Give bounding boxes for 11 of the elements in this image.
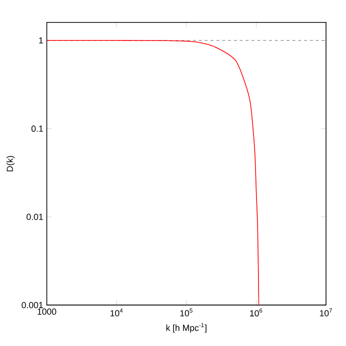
x-tick-label: 10$^{5}$ xyxy=(180,308,192,316)
x-tick-label: 1000 xyxy=(38,308,56,315)
x-axis-title: k [h Mpc$^{-1}$] xyxy=(166,323,206,333)
x-tick-label: 10$^{4}$ xyxy=(110,308,123,316)
x-tick-label: 10$^{6}$ xyxy=(250,308,262,316)
y-tick-label: 0.01 xyxy=(26,214,43,220)
y-tick-label: 1 xyxy=(39,37,43,44)
y-axis-title: D(k) xyxy=(6,156,15,172)
x-tick-label: 10$^{7}$ xyxy=(320,308,332,316)
y-tick-label: 0.001 xyxy=(22,302,43,308)
y-tick-label: 0.1 xyxy=(31,126,43,132)
